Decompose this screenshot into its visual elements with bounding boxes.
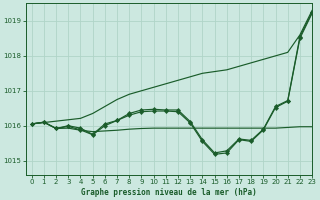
X-axis label: Graphe pression niveau de la mer (hPa): Graphe pression niveau de la mer (hPa) — [81, 188, 257, 197]
